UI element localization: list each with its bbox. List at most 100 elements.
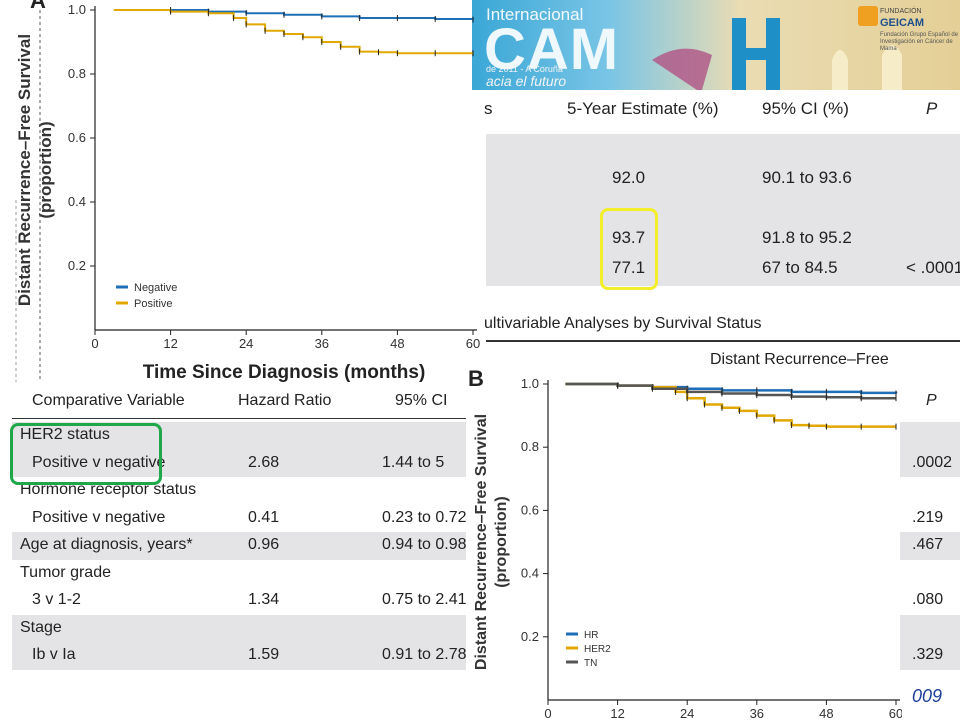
- table-cell-hr: 1.34: [248, 591, 280, 608]
- table-cell-ci: 0.75 to 2.41: [382, 591, 467, 608]
- banner-title: CAM: [484, 17, 620, 82]
- series-line-hr: [565, 382, 898, 395]
- table-cell-ci: 1.44 to 5: [382, 453, 445, 471]
- table-cell-variable: Hormone receptor status: [20, 481, 197, 498]
- estimate-row3-ci: 67 to 84.5: [762, 258, 838, 277]
- table-cell-hr: 1.59: [248, 646, 280, 663]
- estimate-row1-value: 92.0: [612, 168, 646, 187]
- table-row-shade: [900, 449, 960, 477]
- x-axis-title: Time Since Diagnosis (months): [143, 362, 426, 383]
- x-tick-label: 48: [390, 336, 404, 351]
- banner-date: de 2011 - A Coruña: [486, 64, 563, 74]
- table-row-shade: [12, 532, 466, 560]
- table-header-variable: Comparative Variable: [32, 392, 185, 409]
- table-cell-hr: 0.41: [248, 508, 280, 526]
- table-row-shade: [900, 642, 960, 670]
- x-tick-label: 24: [239, 336, 253, 351]
- table-row-shade: [12, 614, 466, 642]
- table-cell-p: .467: [912, 536, 944, 553]
- series-line-negative: [113, 9, 474, 20]
- table-cell-variable: Ib v Ia: [32, 646, 76, 663]
- table-row-shade: [900, 614, 960, 642]
- x-tick-label: 36: [315, 336, 329, 351]
- x-tick-label: 24: [680, 706, 694, 720]
- km-chart-a: 0 12 24 36 48 60 0.2 0.4 0.6 0.8 1.0 Negative Positi…: [15, 0, 480, 383]
- x-tick-label: 60: [466, 336, 480, 351]
- table-cell-variable: Age at diagnosis, years*: [20, 536, 193, 553]
- table-cell-variable: Positive v negative: [32, 508, 166, 526]
- x-tick-label: 36: [750, 706, 764, 720]
- multivariable-p-column: P .0002 .219 .467 .080 .329: [900, 386, 960, 670]
- y-axis-title-unit: (proportion): [36, 121, 55, 218]
- table-row-shade: [900, 532, 960, 560]
- table-row-shade: [12, 422, 466, 450]
- x-tick-label: 0: [544, 706, 551, 720]
- table-cell-p: .219: [912, 508, 944, 526]
- table-cell-variable: Stage: [20, 618, 62, 636]
- multivariable-table: Comparative Variable Hazard Ratio 95% CI…: [12, 386, 467, 670]
- estimate-row3-value: 77.1: [612, 258, 646, 277]
- banner-tagline: acia el futuro: [486, 73, 567, 89]
- estimate-row3-p: < .0001: [906, 258, 960, 277]
- highlight-box-yellow: [600, 208, 658, 290]
- y-tick-label: 0.2: [521, 629, 539, 644]
- y-tick-label: 0.4: [68, 194, 86, 209]
- y-tick-label: 0.6: [521, 502, 539, 517]
- x-tick-label: 0: [91, 336, 98, 351]
- table-cell-variable: Tumor grade: [20, 563, 111, 581]
- y-tick-label: 1.0: [521, 376, 539, 391]
- panel-letter: A: [30, 0, 46, 13]
- x-tick-label: 12: [610, 706, 624, 720]
- table-cell-ci: 0.94 to 0.98: [382, 536, 467, 553]
- y-tick-label: 0.6: [68, 130, 86, 145]
- table-cell-variable: 3 v 1-2: [32, 591, 81, 608]
- table-header-ci: 95% CI: [395, 392, 448, 409]
- estimate-shaded-area: [486, 134, 960, 286]
- y-tick-label: 0.8: [521, 439, 539, 454]
- table-cell-p: .080: [912, 591, 944, 608]
- multivariable-top-rule: [486, 340, 960, 342]
- estimate-header-5yr: 5-Year Estimate (%): [567, 99, 719, 118]
- multivariable-caption: ultivariable Analyses by Survival Status: [484, 315, 762, 332]
- logo-name: GEICAM: [880, 17, 924, 29]
- legend-label: HER2: [584, 644, 611, 655]
- multivariable-group-header: Distant Recurrence–Free: [710, 351, 889, 368]
- table-cell-ci: 0.91 to 2.78: [382, 646, 467, 663]
- legend-label: Positive: [134, 298, 173, 310]
- table-header-rule: [12, 418, 466, 419]
- legend-label: TN: [584, 658, 597, 669]
- series-line-tn: [565, 382, 896, 400]
- congress-banner: Internacional CAM de 2011 - A Coruña aci…: [472, 0, 960, 90]
- y-tick-label: 1.0: [68, 2, 86, 17]
- table-row-shade: [900, 422, 960, 450]
- logo-small-text: FUNDACIÓN: [880, 8, 922, 15]
- table-cell-hr: 2.68: [248, 453, 280, 471]
- table-cell-variable: HER2 status: [20, 426, 110, 443]
- y-axis-title: Distant Recurrence–Free Survival: [473, 414, 490, 670]
- x-tick-label: 12: [163, 336, 177, 351]
- y-tick-label: 0.4: [521, 566, 539, 581]
- geicam-logo: FUNDACIÓN GEICAM Fundación Grupo Español…: [820, 6, 960, 66]
- logo-tagline: Fundación Grupo Español de Investigación…: [880, 32, 959, 52]
- banner-decoration: [652, 18, 902, 90]
- estimate-row2-value: 93.7: [612, 228, 646, 247]
- banner-title-line: Internacional: [486, 5, 584, 24]
- highlight-box-green: [10, 423, 162, 485]
- y-tick-label: 0.8: [68, 66, 86, 81]
- panel-letter: B: [468, 366, 484, 391]
- table-cell-variable: Positive v negative: [32, 453, 166, 471]
- estimate-header-ci: 95% CI (%): [762, 99, 849, 118]
- estimate-row1-ci: 90.1 to 93.6: [762, 168, 852, 187]
- estimate-row2-ci: 91.8 to 95.2: [762, 228, 852, 247]
- series-line-positive: [113, 9, 473, 55]
- x-tick-label: 60: [889, 706, 902, 720]
- table-header-hr: Hazard Ratio: [238, 392, 332, 409]
- legend-label: HR: [584, 630, 598, 641]
- table-cell-p: .329: [912, 646, 944, 663]
- table-cell-hr: 0.96: [248, 536, 280, 553]
- x-tick-label: 48: [819, 706, 833, 720]
- km-chart-b: 0 12 24 36 48 60 0.2 0.4 0.6 0.8 1.0 HR HER2 TN Distan…: [468, 366, 902, 720]
- table-cell-p: .0002: [912, 453, 953, 471]
- legend-label: Negative: [134, 282, 177, 294]
- y-tick-label: 0.2: [68, 258, 86, 273]
